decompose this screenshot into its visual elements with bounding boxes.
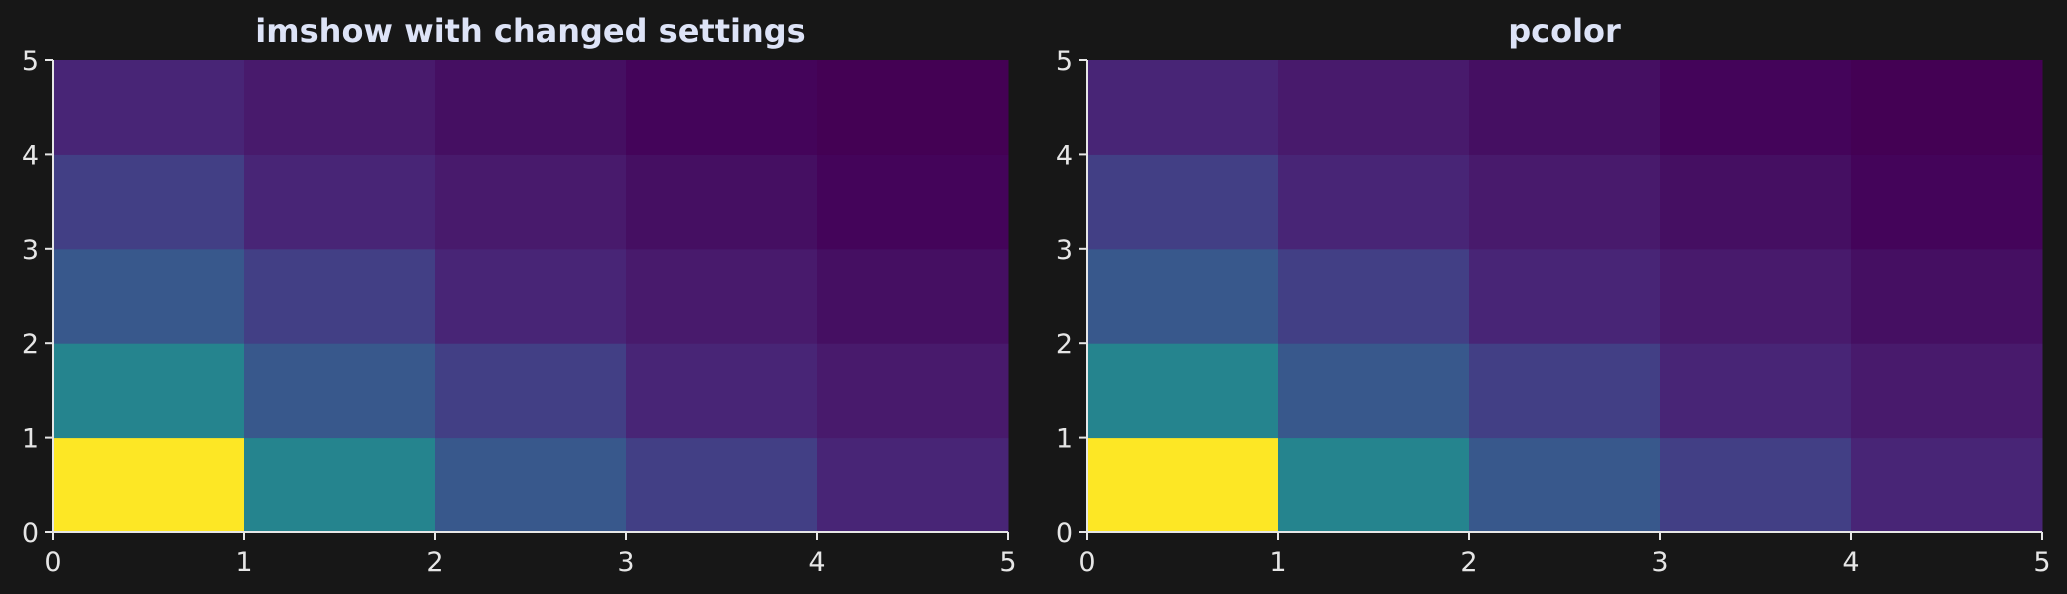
heatmap-cell — [1660, 60, 1852, 155]
chart-2: 0 1 2 3 4 5 0 1 2 3 4 5 pcolor — [1056, 12, 2051, 578]
y-tick-label: 3 — [1056, 235, 1073, 266]
heatmap-cell — [435, 60, 627, 155]
y-tick-label: 5 — [1056, 46, 1073, 77]
y-tick-label: 1 — [1056, 424, 1073, 455]
heatmap-cell — [1469, 154, 1661, 250]
heatmap-cell — [1087, 60, 1279, 155]
x-tick-label: 1 — [235, 547, 252, 578]
heatmap-cell — [244, 248, 436, 344]
y-tick-label: 0 — [1056, 518, 1073, 549]
heatmap-cell — [435, 154, 627, 250]
heatmap-cell — [626, 154, 818, 250]
heatmap-cell — [1851, 60, 2043, 155]
heatmap-cell — [1278, 343, 1470, 439]
heatmap-cell — [53, 60, 245, 155]
x-tick-label: 0 — [44, 547, 61, 578]
heatmap-cell — [817, 343, 1009, 439]
y-tick-label: 5 — [22, 46, 39, 77]
heatmap-cell — [244, 437, 436, 533]
heatmap-cell — [53, 248, 245, 344]
heatmap-cell — [244, 343, 436, 439]
x-tick-label: 5 — [2033, 547, 2050, 578]
x-tick-label: 2 — [1460, 547, 1477, 578]
heatmap-cell — [1660, 343, 1852, 439]
chart-title: imshow with changed settings — [255, 12, 805, 50]
heatmap-cell — [53, 437, 245, 533]
heatmap-cell — [1851, 154, 2043, 250]
y-tick-label: 4 — [1056, 140, 1073, 171]
heatmap-cell — [1469, 248, 1661, 344]
y-tick-label: 2 — [22, 329, 39, 360]
y-tick-label: 0 — [22, 518, 39, 549]
heatmap-cell — [817, 248, 1009, 344]
heatmap-cell — [817, 437, 1009, 533]
y-tick-label: 1 — [22, 424, 39, 455]
heatmap-cell — [1278, 60, 1470, 155]
heatmap-cell — [1087, 343, 1279, 439]
heatmap-cell — [244, 60, 436, 155]
heatmap-cell — [53, 343, 245, 439]
heatmap-cell — [1087, 154, 1279, 250]
heatmap-cell — [1851, 248, 2043, 344]
x-tick-label: 2 — [426, 547, 443, 578]
heatmap-cell — [626, 343, 818, 439]
y-tick-label: 2 — [1056, 329, 1073, 360]
x-tick-label: 0 — [1078, 547, 1095, 578]
y-tick-label: 4 — [22, 140, 39, 171]
x-tick-label: 1 — [1269, 547, 1286, 578]
heatmap-cell — [1469, 60, 1661, 155]
heatmap-cell — [1278, 248, 1470, 344]
y-tick-label: 3 — [22, 235, 39, 266]
heatmap-cell — [817, 60, 1009, 155]
x-tick-label: 4 — [808, 547, 825, 578]
heatmap-cell — [1660, 248, 1852, 344]
chart-title: pcolor — [1508, 12, 1621, 50]
x-tick-label: 3 — [617, 547, 634, 578]
heatmap-cell — [1660, 437, 1852, 533]
heatmap-cell — [626, 248, 818, 344]
heatmap-cell — [1469, 437, 1661, 533]
heatmap-cell — [1469, 343, 1661, 439]
x-tick-label: 5 — [999, 547, 1016, 578]
heatmap-cell — [1660, 154, 1852, 250]
heatmap-cell — [1278, 437, 1470, 533]
heatmap-cell — [1278, 154, 1470, 250]
x-tick-label: 4 — [1842, 547, 1859, 578]
heatmap-cell — [244, 154, 436, 250]
chart-1: 0 1 2 3 4 5 0 1 2 3 4 5 imshow with changed settings — [22, 12, 1017, 578]
heatmap-cell — [435, 343, 627, 439]
heatmap-cell — [1087, 248, 1279, 344]
heatmap-cell — [435, 437, 627, 533]
heatmap-cell — [435, 248, 627, 344]
heatmap-cell — [1851, 437, 2043, 533]
heatmap-cell — [817, 154, 1009, 250]
heatmap-cell — [1087, 437, 1279, 533]
heatmap-cell — [53, 154, 245, 250]
x-tick-label: 3 — [1651, 547, 1668, 578]
heatmap-cell — [1851, 343, 2043, 439]
heatmap-cell — [626, 60, 818, 155]
heatmap-cell — [626, 437, 818, 533]
